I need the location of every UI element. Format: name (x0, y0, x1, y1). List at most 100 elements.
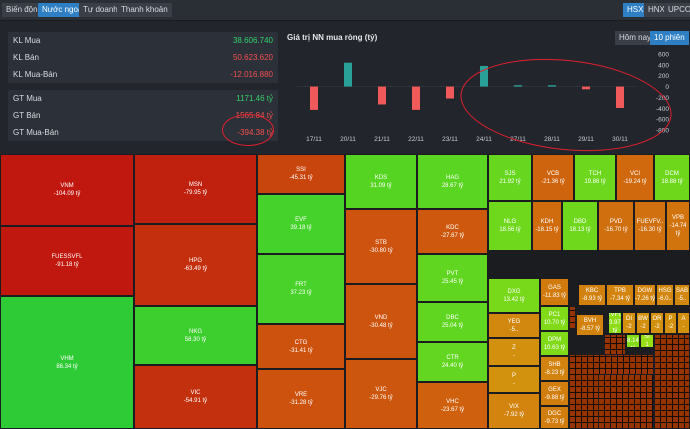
ticker-label: SAB (675, 288, 688, 294)
net-value-label: -2 (626, 324, 632, 330)
treemap-cell-evf[interactable]: EVF 39.18 tỷ (257, 194, 345, 254)
treemap-cell-vcb[interactable]: VCB -21.36 tỷ (532, 154, 574, 201)
treemap-cell-vpb[interactable]: VPB -14.74 tỷ (666, 201, 690, 251)
treemap-cell-nlg[interactable]: NLG 18.56 tỷ (488, 201, 532, 251)
net-value-label: -2 (640, 324, 646, 330)
treemap-cell-z[interactable]: Z- (488, 338, 540, 366)
treemap-cell-shb[interactable]: SHB -8.23 tỷ (540, 356, 569, 381)
bar-24/11[interactable] (480, 65, 488, 87)
stat-row: KL Mua-Bán -12.016.880 (8, 66, 278, 83)
treemap-cell-dgw[interactable]: DGW -7.26 tỷ (634, 284, 656, 306)
treemap-cell-or[interactable]: OR -2 (650, 312, 664, 334)
net-value-label: -16.30 tỷ (638, 227, 662, 233)
treemap-cell-bw[interactable]: BW -2 (636, 312, 650, 334)
treemap-cell-tpb[interactable]: TPB -7.34 tỷ (606, 284, 634, 306)
stat-label: KL Bán (13, 53, 39, 62)
ticker-label: BVH (583, 318, 597, 324)
treemap-cell-p[interactable]: P -2 (664, 312, 677, 334)
treemap-cell-vic[interactable]: VIC -54.91 tỷ (134, 365, 257, 429)
ticker-label: PC1 (548, 311, 561, 318)
treemap-cell-tch[interactable]: TCH 19.88 tỷ (574, 154, 616, 201)
treemap-cell-bvh[interactable]: BVH -8.57 tỷ (576, 314, 604, 336)
net-value-label: 1 (645, 342, 649, 348)
treemap-cell-hag[interactable]: HAG 28.67 tỷ (417, 154, 488, 209)
tab-nuoc-ngoai[interactable]: Nước ngoài (38, 3, 89, 17)
bar-28/11[interactable] (548, 85, 556, 87)
exchange-upcom-button[interactable]: UPCOM (664, 3, 690, 17)
bar-23/11[interactable] (446, 86, 454, 99)
treemap-cell-dbd[interactable]: DBD 18.13 tỷ (562, 201, 598, 251)
treemap-cell-hsg[interactable]: HSG -6.0.. (656, 284, 674, 306)
treemap-cell-kds[interactable]: KDS 31.09 tỷ (345, 154, 417, 209)
net-value-label: -79.95 tỷ (183, 190, 208, 196)
treemap-cell-gmd[interactable]: GMD8.14 tỷ (626, 334, 640, 348)
stat-label: KL Mua-Bán (13, 70, 58, 79)
tab-tu-doanh[interactable]: Tự doanh (79, 3, 122, 17)
exchange-hnx-button[interactable]: HNX (644, 3, 669, 17)
net-value-label: -2 (667, 324, 674, 330)
treemap-cell-ctg[interactable]: CTG -31.41 tỷ (257, 324, 345, 369)
treemap-cell-dgc[interactable]: DGC -9.73 tỷ (540, 406, 569, 429)
treemap-cell-gex[interactable]: GEX -9.88 tỷ (540, 381, 569, 406)
treemap-cell-vix[interactable]: VIX -7.92 tỷ (488, 393, 540, 429)
treemap-cell-fuessvfl[interactable]: FUESSVFL -91.18 tỷ (0, 226, 134, 296)
treemap-cell-si[interactable]: SI 1 (640, 334, 654, 348)
treemap-cell-vhc[interactable]: VHC -23.67 tỷ (417, 382, 488, 429)
x-tick-label: 28/11 (544, 136, 560, 143)
treemap-cell-yeg[interactable]: YEG -5.. (488, 313, 540, 338)
net-value-label: -21.36 tỷ (541, 178, 565, 185)
treemap-cell-msn[interactable]: MSN -79.95 tỷ (134, 154, 257, 224)
period-today-button[interactable]: Hôm nay (615, 31, 656, 45)
treemap-cell-ssi[interactable]: SSI -45.31 tỷ (257, 154, 345, 194)
treemap-cell-vre[interactable]: VRE -31.28 tỷ (257, 369, 345, 429)
treemap-cell-di[interactable]: DI -2 (622, 312, 636, 334)
treemap-cell-vci[interactable]: VCI -19.24 tỷ (616, 154, 654, 201)
treemap-cell-gas[interactable]: GAS -11.83 tỷ (540, 278, 569, 306)
treemap-cell-sjs[interactable]: SJS 21.92 tỷ (488, 154, 532, 201)
treemap-cell-vnd[interactable]: VND -30.48 tỷ (345, 284, 417, 359)
ticker-label: OR (652, 316, 662, 322)
treemap-cell-dcm[interactable]: DCM 18.88 tỷ (654, 154, 690, 201)
treemap-cell-pvd[interactable]: PVD -16.70 tỷ (598, 201, 634, 251)
bar-20/11[interactable] (344, 62, 352, 87)
net-value-label: 37.23 tỷ (290, 290, 312, 296)
net-value-label: -9.73 tỷ (544, 418, 565, 425)
treemap-cell-hpg[interactable]: HPG -63.49 tỷ (134, 224, 257, 306)
stat-label: GT Mua-Bán (13, 128, 59, 137)
bar-21/11[interactable] (378, 86, 386, 105)
tab-thanh-khoan[interactable]: Thanh khoản (117, 3, 172, 17)
treemap-cell-kdc[interactable]: KDC -27.67 tỷ (417, 209, 488, 254)
ticker-label: P (511, 372, 516, 379)
treemap-cell-ctr[interactable]: CTR 24.40 tỷ (417, 342, 488, 382)
bar-27/11[interactable] (514, 85, 522, 87)
treemap-cell-kdh[interactable]: KDH -18.15 tỷ (532, 201, 562, 251)
treemap-cell-pc1[interactable]: PC1 10.70 tỷ (540, 306, 569, 331)
x-tick-label: 20/11 (340, 136, 356, 143)
bar-22/11[interactable] (412, 86, 420, 110)
treemap-cell-frt[interactable]: FRT 37.23 tỷ (257, 254, 345, 324)
exchange-hsx-button[interactable]: HSX (623, 3, 648, 17)
treemap-cell-fuevfv[interactable]: FUEVFV.. -16.30 tỷ (634, 201, 666, 251)
treemap-cell-stb[interactable]: STB -30.80 tỷ (345, 209, 417, 284)
treemap-cell-vnm[interactable]: VNM -104.09 tỷ (0, 154, 134, 226)
treemap-cell-dxg[interactable]: DXG 13.42 tỷ (488, 278, 540, 313)
tab-bien-dong[interactable]: Biến động (2, 3, 47, 17)
treemap-cell-sab[interactable]: SAB -5.. (674, 284, 690, 306)
treemap-cell-nkg[interactable]: NKG 58.30 tỷ (134, 306, 257, 365)
treemap-cell-dpm[interactable]: DPM 10.63 tỷ (540, 331, 569, 356)
bar-29/11[interactable] (582, 86, 590, 90)
treemap-cell-evfi[interactable]: EVFI.. 3.97 tỷ (608, 312, 622, 334)
ticker-label: FUESSVFL (51, 254, 83, 260)
treemap-cell-pvt[interactable]: PVT 25.45 tỷ (417, 254, 488, 302)
treemap-cell-vjc[interactable]: VJC -29.76 tỷ (345, 359, 417, 429)
treemap-cell-kbc[interactable]: KBC -8.93 tỷ (578, 284, 606, 306)
treemap-cell-dbc[interactable]: DBC 25.04 tỷ (417, 302, 488, 342)
period-10-sessions-button[interactable]: 10 phiên (650, 31, 689, 45)
bar-17/11[interactable] (310, 86, 318, 110)
treemap-cell-vhm[interactable]: VHM 86.34 tỷ (0, 296, 134, 429)
treemap-cell-p[interactable]: P- (488, 366, 540, 393)
net-value-label: 31.09 tỷ (370, 182, 392, 189)
ticker-label: PVT (446, 271, 459, 277)
bar-30/11[interactable] (616, 86, 624, 108)
treemap-cell-a[interactable]: A- (677, 312, 690, 334)
